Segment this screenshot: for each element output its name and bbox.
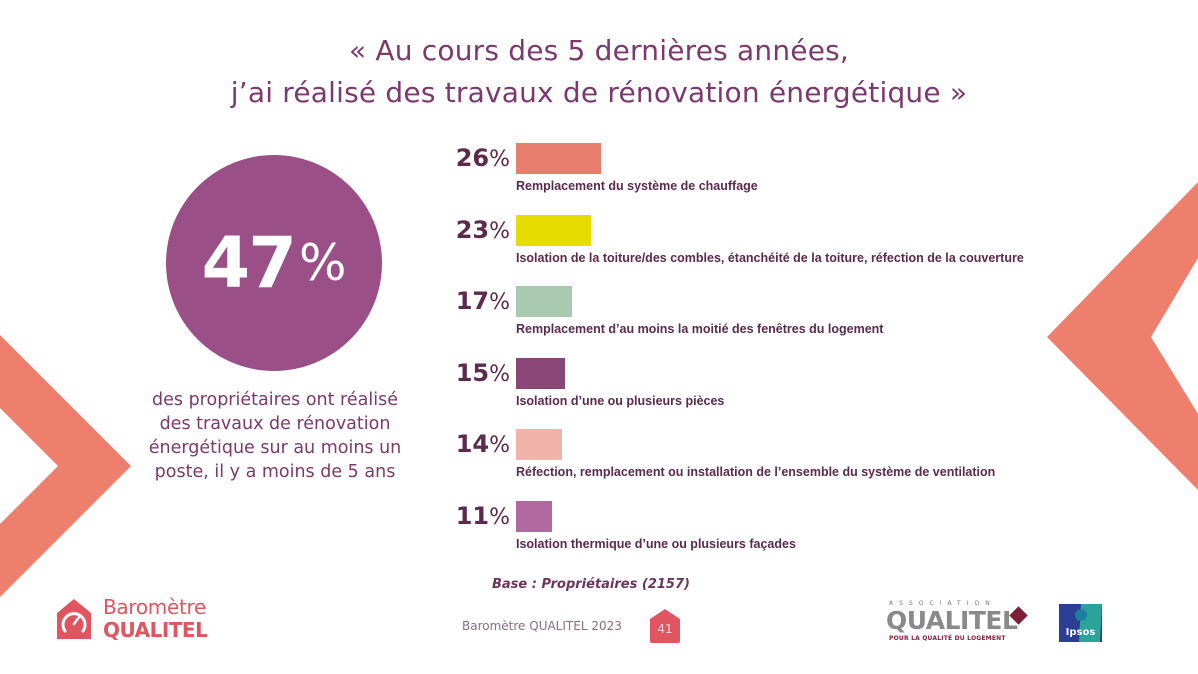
bar-value-number: 14 (455, 430, 490, 458)
category-label: Isolation d’une ou plusieurs pièces (516, 393, 725, 408)
caption-line: des propriétaires ont réalisé (152, 390, 398, 410)
right-chevron-shape (1047, 182, 1198, 490)
page-badge-house-icon (650, 609, 680, 643)
association-label: ASSOCIATION (889, 600, 996, 607)
bar-value-number: 11 (455, 501, 490, 530)
bar-value-label: 11% (440, 501, 510, 534)
caption-line: poste, il y a moins de 5 ans (154, 462, 396, 482)
page-number: 41 (657, 622, 673, 636)
category-label: Remplacement d’au moins la moitié des fe… (516, 322, 884, 336)
bar-value-label: 17% (440, 286, 510, 319)
bar-value-percent-sign: % (489, 504, 510, 530)
bar-value-label: 23% (440, 215, 510, 248)
bar-value-percent-sign: % (489, 218, 510, 244)
category-label: Isolation thermique d’une ou plusieurs f… (516, 536, 796, 551)
slide-title: « Au cours des 5 dernières années, j’ai … (0, 30, 1198, 114)
bar-value-label: 15% (440, 358, 510, 391)
headline-caption: des propriétaires ont réalisé des travau… (120, 388, 430, 484)
bar-value-percent-sign: % (489, 147, 510, 172)
title-line-2: j’ai réalisé des travaux de rénovation é… (230, 76, 968, 109)
bar-value-percent-sign: % (489, 433, 510, 458)
bar-value-label: 26% (440, 143, 510, 176)
ipsos-logo-icon (1059, 604, 1102, 642)
headline-circle: 47% (166, 155, 382, 371)
headline-percent-sign: % (298, 234, 347, 292)
bar (516, 286, 572, 317)
bar-value-percent-sign: % (489, 290, 510, 315)
caption-line: des travaux de rénovation (159, 414, 391, 434)
association-tagline: POUR LA QUALITÉ DU LOGEMENT (889, 635, 1006, 642)
bar-value-percent-sign: % (489, 361, 510, 387)
bar (516, 143, 601, 174)
headline-value: 47 (201, 222, 297, 304)
bar (516, 214, 591, 246)
report-name: Baromètre QUALITEL 2023 (462, 619, 622, 633)
association-qualitel-logo: QUALITEL (886, 606, 1018, 635)
base-note: Base : Propriétaires (2157) (492, 577, 690, 592)
bar (516, 500, 552, 532)
caption-line: énergétique sur au moins un (148, 438, 402, 458)
bar (516, 357, 565, 389)
category-label: Isolation de la toiture/des combles, éta… (516, 250, 1024, 265)
brand-qualitel: QUALITEL (103, 618, 208, 642)
category-label: Remplacement du système de chauffage (516, 179, 758, 193)
bar-value-label: 14% (440, 429, 510, 462)
left-chevron-shape (0, 335, 131, 597)
category-label: Réfection, remplacement ou installation … (516, 465, 996, 479)
bar-value-number: 26 (455, 144, 490, 172)
title-line-1: « Au cours des 5 dernières années, (348, 34, 850, 67)
ipsos-label: Ipsos (1065, 627, 1096, 638)
brand-barometre: Baromètre (103, 595, 207, 619)
bar-value-number: 23 (455, 215, 490, 244)
bar-value-number: 17 (455, 287, 490, 315)
bar-value-number: 15 (455, 358, 490, 387)
barometre-house-gauge-icon (57, 599, 91, 639)
bar (516, 429, 562, 460)
